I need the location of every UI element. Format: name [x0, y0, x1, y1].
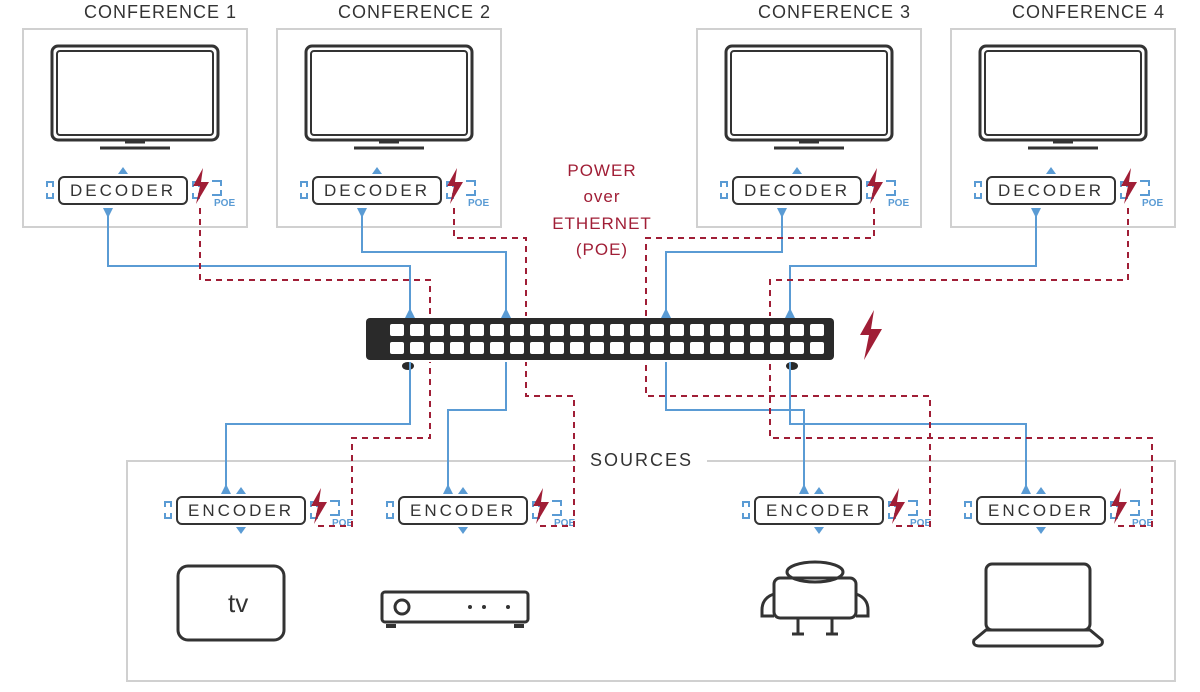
appletv-icon: tv	[176, 564, 286, 647]
poe-bracket	[212, 180, 222, 196]
poe-bracket	[466, 180, 476, 196]
poe-label: POE	[910, 518, 931, 529]
projector-icon	[760, 560, 870, 645]
decoder-label: DECODER	[986, 176, 1116, 205]
power-over-ethernet-label: POWER over ETHERNET (POE)	[552, 158, 652, 263]
conference-4-label: CONFERENCE 4	[1004, 2, 1173, 23]
lightning-icon	[190, 168, 212, 204]
poe-label: POE	[332, 518, 353, 529]
poe-bracket	[552, 500, 562, 516]
poe-network-diagram: CONFERENCE 1 CONFERENCE 2 CONFERENCE 3 C…	[0, 0, 1200, 692]
lightning-icon-large	[856, 310, 886, 360]
lightning-icon	[1118, 168, 1140, 204]
laptop-icon	[968, 560, 1108, 655]
center-line: over	[552, 184, 652, 210]
tv-icon	[724, 44, 894, 152]
lightning-icon	[864, 168, 886, 204]
center-line: POWER	[552, 158, 652, 184]
center-line: (POE)	[552, 237, 652, 263]
lightning-icon	[530, 488, 552, 524]
poe-label: POE	[468, 198, 489, 209]
poe-label: POE	[1142, 198, 1163, 209]
network-switch	[366, 318, 834, 377]
conference-1-label: CONFERENCE 1	[76, 2, 245, 23]
tv-icon	[978, 44, 1148, 152]
encoder-label: ENCODER	[976, 496, 1106, 525]
decoder-box: DECODER	[312, 176, 442, 205]
encoder-box: ENCODER	[754, 496, 884, 525]
decoder-label: DECODER	[58, 176, 188, 205]
encoder-box: ENCODER	[976, 496, 1106, 525]
decoder-box: DECODER	[732, 176, 862, 205]
poe-bracket	[1140, 180, 1150, 196]
poe-label: POE	[1132, 518, 1153, 529]
decoder-label: DECODER	[732, 176, 862, 205]
poe-bracket	[1130, 500, 1140, 516]
decoder-box: DECODER	[986, 176, 1116, 205]
encoder-label: ENCODER	[176, 496, 306, 525]
receiver-icon	[380, 590, 530, 635]
center-line: ETHERNET	[552, 211, 652, 237]
conference-2-label: CONFERENCE 2	[330, 2, 499, 23]
poe-bracket	[886, 180, 896, 196]
conference-3-label: CONFERENCE 3	[750, 2, 919, 23]
svg-text:tv: tv	[228, 588, 248, 618]
poe-label: POE	[554, 518, 575, 529]
tv-icon	[304, 44, 474, 152]
decoder-box: DECODER	[58, 176, 188, 205]
poe-label: POE	[888, 198, 909, 209]
lightning-icon	[308, 488, 330, 524]
poe-bracket	[330, 500, 340, 516]
lightning-icon	[886, 488, 908, 524]
decoder-label: DECODER	[312, 176, 442, 205]
encoder-box: ENCODER	[176, 496, 306, 525]
poe-label: POE	[214, 198, 235, 209]
lightning-icon	[444, 168, 466, 204]
encoder-label: ENCODER	[754, 496, 884, 525]
encoder-label: ENCODER	[398, 496, 528, 525]
lightning-icon	[1108, 488, 1130, 524]
poe-bracket	[908, 500, 918, 516]
sources-label: SOURCES	[576, 450, 707, 471]
tv-icon	[50, 44, 220, 152]
encoder-box: ENCODER	[398, 496, 528, 525]
